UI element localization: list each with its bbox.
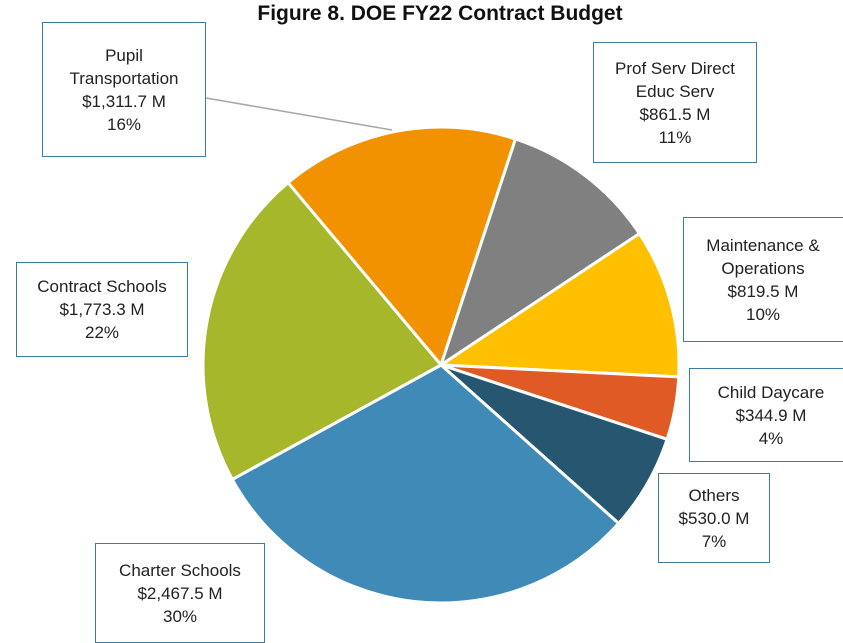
pie-slice — [285, 125, 518, 369]
value-label: $1,773.3 M — [59, 300, 145, 319]
pie-slice — [436, 231, 681, 379]
percent-label: 22% — [84, 323, 120, 342]
leader-line — [205, 97, 393, 131]
data-label-box: Child Daycare $344.9 M 4% — [689, 368, 843, 462]
percent-label: 10% — [745, 304, 781, 324]
pie-slice — [438, 137, 642, 369]
value-label: $819.5 M — [727, 281, 799, 301]
data-label-box: Pupil Transportation $1,311.7 M 16% — [42, 22, 206, 157]
category-label: Charter Schools — [119, 560, 241, 580]
percent-label: 30% — [162, 606, 198, 626]
percent-label: 16% — [106, 114, 142, 134]
value-label: $2,467.5 M — [137, 583, 223, 603]
data-label-box: Charter Schools $2,467.5 M 30% — [95, 543, 265, 643]
category-label: Child Daycare — [717, 382, 825, 402]
data-label-box: Contract Schools $1,773.3 M 22% — [16, 262, 188, 357]
category-label: Pupil Transportation — [69, 45, 179, 88]
value-label: $861.5 M — [639, 104, 711, 124]
chart-title: Figure 8. DOE FY22 Contract Budget — [257, 2, 623, 25]
data-label-box: Others $530.0 M 7% — [658, 473, 770, 563]
value-label: $344.9 M — [735, 405, 807, 425]
pie-slice — [230, 363, 621, 605]
pie-slice — [201, 180, 444, 482]
category-label: Prof Serv Direct Educ Serv — [615, 58, 735, 101]
category-label: Contract Schools — [37, 277, 167, 296]
percent-label: 4% — [758, 428, 784, 448]
category-label: Others — [688, 485, 740, 505]
data-label-box: Prof Serv Direct Educ Serv $861.5 M 11% — [593, 42, 757, 163]
percent-label: 11% — [658, 127, 692, 147]
value-label: $1,311.7 M — [82, 91, 166, 111]
category-label: Maintenance & Operations — [706, 235, 820, 278]
value-label: $530.0 M — [678, 508, 750, 528]
percent-label: 7% — [701, 531, 727, 551]
data-label-box: Maintenance & Operations $819.5 M 10% — [683, 217, 843, 342]
